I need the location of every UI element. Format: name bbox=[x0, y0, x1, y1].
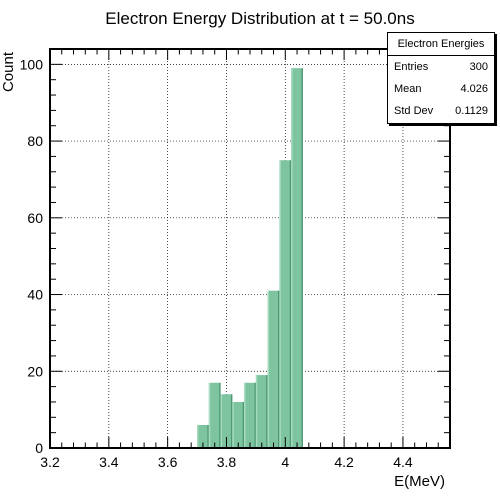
histogram-bar-highlight-1 bbox=[208, 382, 211, 448]
y-tick-label-0: 0 bbox=[35, 440, 43, 456]
stats-entries-label: Entries bbox=[394, 61, 429, 73]
histogram-bar-fill-6 bbox=[267, 290, 280, 448]
histogram-bar-shade-0 bbox=[207, 424, 209, 448]
x-tick-label-6: 4.4 bbox=[393, 454, 413, 470]
x-tick-labels: 3.2 3.4 3.6 3.8 4 4.2 4.4 bbox=[40, 454, 413, 470]
histogram-bar-fill-3 bbox=[232, 401, 245, 448]
histogram-bar-3 bbox=[232, 401, 245, 448]
histogram-bar-shade-6 bbox=[278, 290, 280, 448]
stats-title: Electron Energies bbox=[388, 33, 494, 56]
histogram-bar-highlight-2 bbox=[220, 394, 222, 448]
histogram-bar-highlight-0 bbox=[197, 424, 199, 448]
histogram-bar-shade-7 bbox=[289, 160, 292, 448]
histogram-bar-shade-5 bbox=[266, 375, 268, 448]
stats-stddev-value: 0.1129 bbox=[455, 105, 488, 117]
histogram-bar-0 bbox=[197, 424, 209, 448]
histogram-bar-fill-7 bbox=[279, 160, 292, 448]
histogram-bar-shade-4 bbox=[254, 382, 256, 448]
histogram-bar-shade-1 bbox=[219, 382, 221, 448]
y-axis-label: Count bbox=[0, 51, 17, 92]
histogram-bar-highlight-8 bbox=[291, 68, 293, 449]
stats-legend-box: Electron Energies Entries 300 Mean 4.026… bbox=[387, 32, 495, 124]
histogram-bar-shade-3 bbox=[242, 401, 245, 448]
x-tick-label-1: 3.4 bbox=[99, 454, 119, 470]
histogram-bar-fill-8 bbox=[291, 68, 303, 449]
x-tick-label-4: 4 bbox=[281, 454, 289, 470]
histogram-bar-fill-4 bbox=[244, 382, 256, 448]
histogram-bar-5 bbox=[255, 375, 268, 448]
y-tick-label-4: 80 bbox=[27, 133, 43, 149]
stats-row-stddev: Std Dev 0.1129 bbox=[388, 100, 494, 122]
chart-title: Electron Energy Distribution at t = 50.0… bbox=[105, 9, 414, 28]
histogram-bars bbox=[197, 68, 303, 449]
histogram-bar-7 bbox=[279, 160, 292, 448]
histogram-bar-highlight-7 bbox=[279, 160, 281, 448]
y-tick-label-2: 40 bbox=[27, 287, 43, 303]
x-tick-label-0: 3.2 bbox=[40, 454, 60, 470]
histogram-bar-2 bbox=[220, 394, 233, 448]
histogram-bar-1 bbox=[208, 382, 221, 448]
histogram-bar-highlight-5 bbox=[255, 375, 258, 448]
histogram-bar-highlight-3 bbox=[232, 401, 234, 448]
histogram-bar-shade-2 bbox=[230, 394, 233, 448]
histogram-bar-fill-1 bbox=[208, 382, 221, 448]
histogram-bar-highlight-4 bbox=[244, 382, 246, 448]
y-tick-label-3: 60 bbox=[27, 210, 43, 226]
stats-stddev-label: Std Dev bbox=[394, 105, 434, 117]
histogram-bar-fill-2 bbox=[220, 394, 233, 448]
stats-entries-value: 300 bbox=[469, 61, 488, 73]
histogram-bar-4 bbox=[244, 382, 256, 448]
histogram-bar-6 bbox=[267, 290, 280, 448]
stats-row-entries: Entries 300 bbox=[388, 56, 494, 78]
x-tick-label-5: 4.2 bbox=[334, 454, 354, 470]
x-tick-label-2: 3.6 bbox=[158, 454, 178, 470]
histogram-bar-fill-5 bbox=[255, 375, 268, 448]
stats-row-mean: Mean 4.026 bbox=[388, 78, 494, 100]
x-axis-label: E(MeV) bbox=[394, 473, 445, 490]
histogram-bar-8 bbox=[291, 68, 303, 449]
y-tick-label-5: 100 bbox=[20, 56, 44, 72]
x-tick-label-3: 3.8 bbox=[217, 454, 237, 470]
y-tick-label-1: 20 bbox=[27, 363, 43, 379]
histogram-bar-fill-0 bbox=[197, 424, 209, 448]
stats-mean-value: 4.026 bbox=[460, 83, 488, 95]
histogram-bar-highlight-6 bbox=[267, 290, 270, 448]
y-tick-labels: 0 20 40 60 80 100 bbox=[20, 56, 44, 456]
histogram-bar-shade-8 bbox=[301, 68, 303, 449]
stats-mean-label: Mean bbox=[394, 83, 422, 95]
